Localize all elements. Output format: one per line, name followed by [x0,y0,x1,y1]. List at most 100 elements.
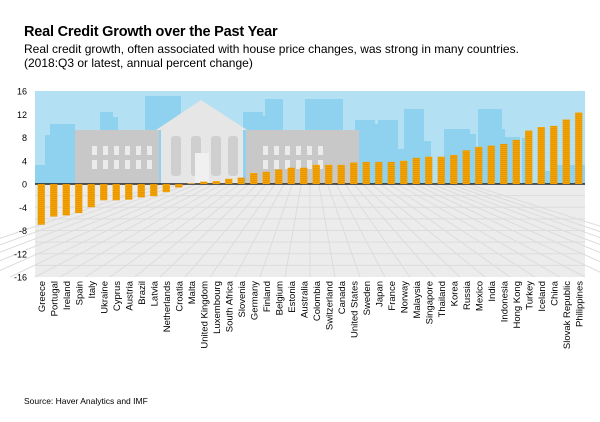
bar-indonesia [500,143,508,184]
bar-malaysia [412,157,420,184]
floor-line [184,183,267,278]
x-tick-label: Belgium [274,281,285,315]
floor-line [284,183,302,278]
building-window [263,146,268,155]
bar-spain [75,184,83,214]
bar-luxembourg [212,181,220,184]
x-tick-label: Ukraine [99,281,110,314]
floor-line [59,183,223,278]
bar-austria [125,184,133,200]
floor-line [109,183,241,278]
bar-australia [300,167,308,184]
x-tick-label: Philippines [574,281,585,327]
x-tick-label: Mexico [474,281,485,311]
x-tick-label: Norway [399,281,410,313]
building-window [318,160,323,169]
bar-brazil [137,184,145,198]
bar-united-states [350,162,358,184]
x-tick-label: Australia [299,280,310,318]
x-tick-label: Colombia [312,280,323,321]
x-tick-label: Hong Kong [512,281,523,329]
building-window [318,146,323,155]
bar-mexico [475,146,483,184]
building-window [296,160,301,169]
bar-united-kingdom [200,181,208,184]
bar-singapore [425,156,433,184]
floor-line [84,183,232,278]
x-tick-label: Turkey [524,281,535,310]
building-window [136,146,141,155]
bar-japan [375,161,383,184]
x-tick-label: Spain [74,281,85,305]
y-tick-label: 4 [22,156,27,166]
bar-belgium [275,169,283,184]
building-window [103,146,108,155]
building-window [307,146,312,155]
bar-ukraine [100,184,108,201]
x-tick-label: Canada [337,280,348,314]
x-tick-label: China [549,280,560,306]
x-tick-label: Iceland [537,281,548,312]
building-window [92,160,97,169]
x-tick-label: Brazil [137,281,148,305]
building-window [114,146,119,155]
bar-estonia [287,167,295,184]
bar-cyprus [112,184,120,201]
x-tick-label: Thailand [437,281,448,317]
bar-norway [400,160,408,184]
floor-line [406,183,586,278]
bar-india [487,145,495,184]
chart-subtitle: Real credit growth, often associated wit… [24,42,519,56]
x-tick-label: Estonia [287,280,298,312]
x-tick-label: Portugal [49,281,60,316]
bar-china [550,125,558,184]
building-window [274,160,279,169]
building-window [263,160,268,169]
floor-line [9,183,206,278]
floor-line [458,183,600,233]
floor-line [259,183,293,278]
x-tick-label: Singapore [424,281,435,324]
x-tick-label: France [387,281,398,311]
x-tick-label: Croatia [174,280,185,311]
y-tick-label: 8 [22,133,27,143]
x-tick-label: South Africa [224,280,235,332]
floor-line [362,183,461,278]
building-window [296,146,301,155]
building-window [147,146,152,155]
chart-subtitle-note: (2018:Q3 or latest, annual percent chang… [24,56,253,70]
floor-line [318,183,336,278]
floor-line [234,183,285,278]
bar-finland [262,171,270,184]
x-tick-label: Russia [462,280,473,310]
floor-line [0,183,188,262]
bar-russia [462,150,470,184]
x-tick-label: Slovak Republic [562,281,573,349]
bar-switzerland [325,164,333,184]
floor-line [34,183,214,278]
temple-column-recess [211,136,221,176]
bar-korea [450,154,458,184]
floor-line [159,183,258,278]
floor-line [397,183,561,278]
floor-line [414,183,600,273]
floor-line [0,183,197,271]
temple-roof [156,100,247,130]
bar-thailand [437,156,445,184]
x-tick-label: Cyprus [112,281,123,311]
floor-line [327,183,361,278]
bar-malta [187,183,195,184]
x-tick-label: India [487,280,498,301]
bar-greece [37,184,45,225]
bar-hong-kong [512,139,520,184]
floor-line [353,183,436,278]
bar-italy [87,184,95,208]
floor-line [335,183,386,278]
x-tick-label: Indonesia [499,280,510,322]
building-window [92,146,97,155]
bar-slovak-republic [562,119,570,184]
x-tick-label: Switzerland [324,281,335,330]
x-tick-label: Finland [262,281,273,312]
